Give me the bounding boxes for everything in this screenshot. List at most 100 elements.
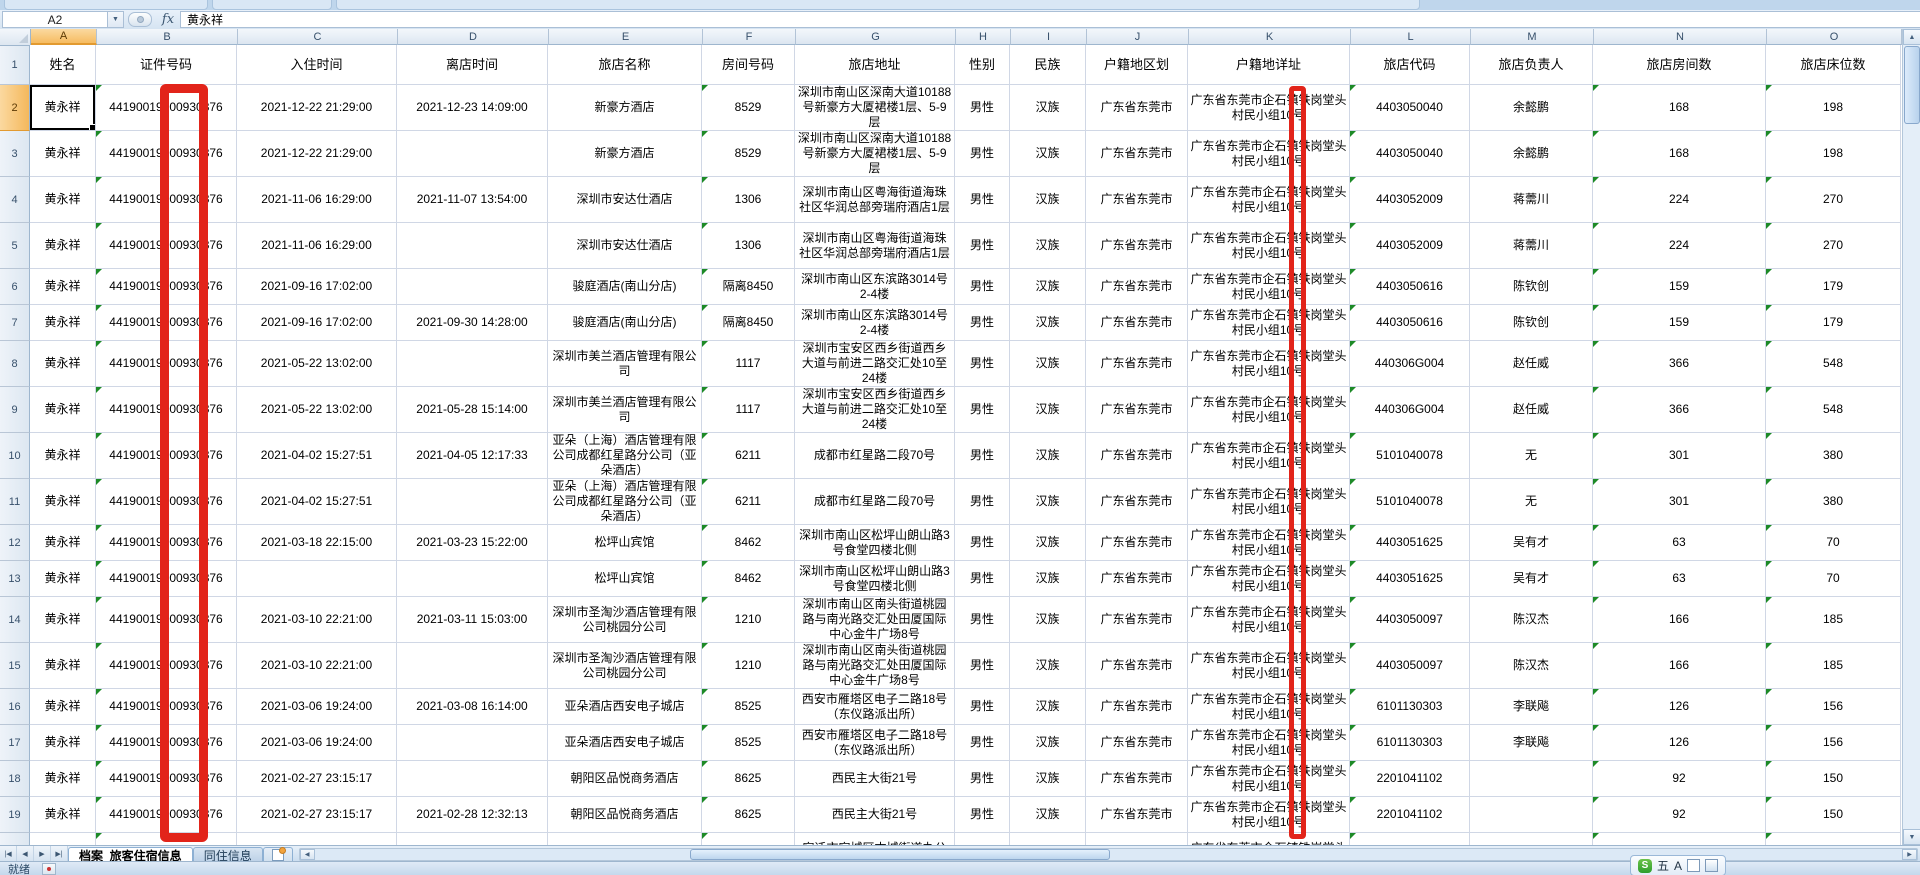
row-header-20[interactable]: 20 <box>0 833 30 845</box>
cell-B1[interactable]: 证件号码 <box>96 45 237 85</box>
row-header-7[interactable]: 7 <box>0 305 30 341</box>
cell-J12[interactable]: 广东省东莞市 <box>1086 525 1188 561</box>
cell-B18[interactable]: 44190019900930376 <box>96 761 237 797</box>
cell-C3[interactable]: 2021-12-22 21:29:00 <box>237 131 397 177</box>
cell-D10[interactable]: 2021-04-05 12:17:33 <box>397 433 548 479</box>
cell-N17[interactable]: 126 <box>1593 725 1766 761</box>
ime-wubi-mode-label[interactable]: 五 <box>1657 859 1670 873</box>
cell-J15[interactable]: 广东省东莞市 <box>1086 643 1188 689</box>
column-header-C[interactable]: C <box>238 29 398 45</box>
cell-C2[interactable]: 2021-12-22 21:29:00 <box>237 85 397 131</box>
row-header-2[interactable]: 2 <box>0 85 30 131</box>
cell-E2[interactable]: 新豪方酒店 <box>548 85 702 131</box>
column-header-I[interactable]: I <box>1011 29 1087 45</box>
cell-C17[interactable]: 2021-03-06 19:24:00 <box>237 725 397 761</box>
cell-C14[interactable]: 2021-03-10 22:21:00 <box>237 597 397 643</box>
row-header-18[interactable]: 18 <box>0 761 30 797</box>
cell-A4[interactable]: 黄永祥 <box>30 177 96 223</box>
cell-O6[interactable]: 179 <box>1766 269 1901 305</box>
cell-G19[interactable]: 西民主大街21号 <box>795 797 955 833</box>
cell-L18[interactable]: 2201041102 <box>1350 761 1470 797</box>
cell-O5[interactable]: 270 <box>1766 223 1901 269</box>
cell-A1[interactable]: 姓名 <box>30 45 96 85</box>
cell-C12[interactable]: 2021-03-18 22:15:00 <box>237 525 397 561</box>
row-header-19[interactable]: 19 <box>0 797 30 833</box>
column-header-N[interactable]: N <box>1594 29 1767 45</box>
cell-G4[interactable]: 深圳市南山区粤海街道海珠社区华润总部旁瑞府酒店1层 <box>795 177 955 223</box>
cell-C4[interactable]: 2021-11-06 16:29:00 <box>237 177 397 223</box>
cell-K9[interactable]: 广东省东莞市企石镇铁岗堂头村民小组10号 <box>1188 387 1350 433</box>
cell-G15[interactable]: 深圳市南山区南头街道桃园路与南光路交汇处田厦国际中心金牛广场8号 <box>795 643 955 689</box>
cell-A20[interactable]: 黄永祥 <box>30 833 96 845</box>
cell-H16[interactable]: 男性 <box>955 689 1010 725</box>
cell-K6[interactable]: 广东省东莞市企石镇铁岗堂头村民小组10号 <box>1188 269 1350 305</box>
cell-E18[interactable]: 朝阳区品悦商务酒店 <box>548 761 702 797</box>
cell-M6[interactable]: 陈钦创 <box>1470 269 1593 305</box>
cell-M1[interactable]: 旅店负责人 <box>1470 45 1593 85</box>
cell-M14[interactable]: 陈汉杰 <box>1470 597 1593 643</box>
cell-A9[interactable]: 黄永祥 <box>30 387 96 433</box>
cell-B4[interactable]: 44190019900930376 <box>96 177 237 223</box>
cell-K20[interactable]: 广东省东莞市企石镇铁岗堂头村民小组10号 <box>1188 833 1350 845</box>
cell-K14[interactable]: 广东省东莞市企石镇铁岗堂头村民小组10号 <box>1188 597 1350 643</box>
cell-A16[interactable]: 黄永祥 <box>30 689 96 725</box>
cell-M15[interactable]: 陈汉杰 <box>1470 643 1593 689</box>
cell-N5[interactable]: 224 <box>1593 223 1766 269</box>
cell-O1[interactable]: 旅店床位数 <box>1766 45 1901 85</box>
last-sheet-button[interactable]: ▶| <box>51 846 68 862</box>
cell-N16[interactable]: 126 <box>1593 689 1766 725</box>
cell-O15[interactable]: 185 <box>1766 643 1901 689</box>
cell-J9[interactable]: 广东省东莞市 <box>1086 387 1188 433</box>
cell-J5[interactable]: 广东省东莞市 <box>1086 223 1188 269</box>
cell-J6[interactable]: 广东省东莞市 <box>1086 269 1188 305</box>
cell-K12[interactable]: 广东省东莞市企石镇铁岗堂头村民小组10号 <box>1188 525 1350 561</box>
cell-H13[interactable]: 男性 <box>955 561 1010 597</box>
cell-K15[interactable]: 广东省东莞市企石镇铁岗堂头村民小组10号 <box>1188 643 1350 689</box>
cell-I18[interactable]: 汉族 <box>1010 761 1086 797</box>
cell-N10[interactable]: 301 <box>1593 433 1766 479</box>
cell-A5[interactable]: 黄永祥 <box>30 223 96 269</box>
column-header-E[interactable]: E <box>549 29 703 45</box>
cell-G5[interactable]: 深圳市南山区粤海街道海珠社区华润总部旁瑞府酒店1层 <box>795 223 955 269</box>
cell-L9[interactable]: 440306G004 <box>1350 387 1470 433</box>
cell-D3[interactable] <box>397 131 548 177</box>
cell-C5[interactable]: 2021-11-06 16:29:00 <box>237 223 397 269</box>
cell-D20[interactable] <box>397 833 548 845</box>
cell-G2[interactable]: 深圳市南山区深南大道10188号新豪方大厦裙楼1层、5-9层 <box>795 85 955 131</box>
cell-K4[interactable]: 广东省东莞市企石镇铁岗堂头村民小组10号 <box>1188 177 1350 223</box>
cell-J16[interactable]: 广东省东莞市 <box>1086 689 1188 725</box>
scroll-up-icon[interactable]: ▲ <box>1903 29 1920 45</box>
cell-I7[interactable]: 汉族 <box>1010 305 1086 341</box>
cell-H3[interactable]: 男性 <box>955 131 1010 177</box>
cell-M2[interactable]: 余懿鹏 <box>1470 85 1593 131</box>
cell-D4[interactable]: 2021-11-07 13:54:00 <box>397 177 548 223</box>
cell-F6[interactable]: 隔离8450 <box>702 269 795 305</box>
cell-H6[interactable]: 男性 <box>955 269 1010 305</box>
cell-F15[interactable]: 1210 <box>702 643 795 689</box>
cell-G14[interactable]: 深圳市南山区南头街道桃园路与南光路交汇处田厦国际中心金牛广场8号 <box>795 597 955 643</box>
cell-O20[interactable]: 130 <box>1766 833 1901 845</box>
insert-function-icon[interactable]: fx <box>161 12 175 27</box>
cell-F18[interactable]: 8625 <box>702 761 795 797</box>
horizontal-scrollbar[interactable]: ◀ ▶ <box>298 848 1918 861</box>
cell-E8[interactable]: 深圳市美兰酒店管理有限公司 <box>548 341 702 387</box>
cell-K10[interactable]: 广东省东莞市企石镇铁岗堂头村民小组10号 <box>1188 433 1350 479</box>
row-header-14[interactable]: 14 <box>0 597 30 643</box>
row-header-4[interactable]: 4 <box>0 177 30 223</box>
cell-A12[interactable]: 黄永祥 <box>30 525 96 561</box>
cell-M7[interactable]: 陈钦创 <box>1470 305 1593 341</box>
cell-O4[interactable]: 270 <box>1766 177 1901 223</box>
cell-K3[interactable]: 广东省东莞市企石镇铁岗堂头村民小组10号 <box>1188 131 1350 177</box>
cell-H8[interactable]: 男性 <box>955 341 1010 387</box>
cell-N18[interactable]: 92 <box>1593 761 1766 797</box>
cell-B15[interactable]: 44190019900930376 <box>96 643 237 689</box>
cell-C18[interactable]: 2021-02-27 23:15:17 <box>237 761 397 797</box>
cell-F16[interactable]: 8525 <box>702 689 795 725</box>
cell-K7[interactable]: 广东省东莞市企石镇铁岗堂头村民小组10号 <box>1188 305 1350 341</box>
cell-J18[interactable]: 广东省东莞市 <box>1086 761 1188 797</box>
cell-G11[interactable]: 成都市红星路二段70号 <box>795 479 955 525</box>
cell-H19[interactable]: 男性 <box>955 797 1010 833</box>
cell-F17[interactable]: 8525 <box>702 725 795 761</box>
row-header-6[interactable]: 6 <box>0 269 30 305</box>
cell-N8[interactable]: 366 <box>1593 341 1766 387</box>
